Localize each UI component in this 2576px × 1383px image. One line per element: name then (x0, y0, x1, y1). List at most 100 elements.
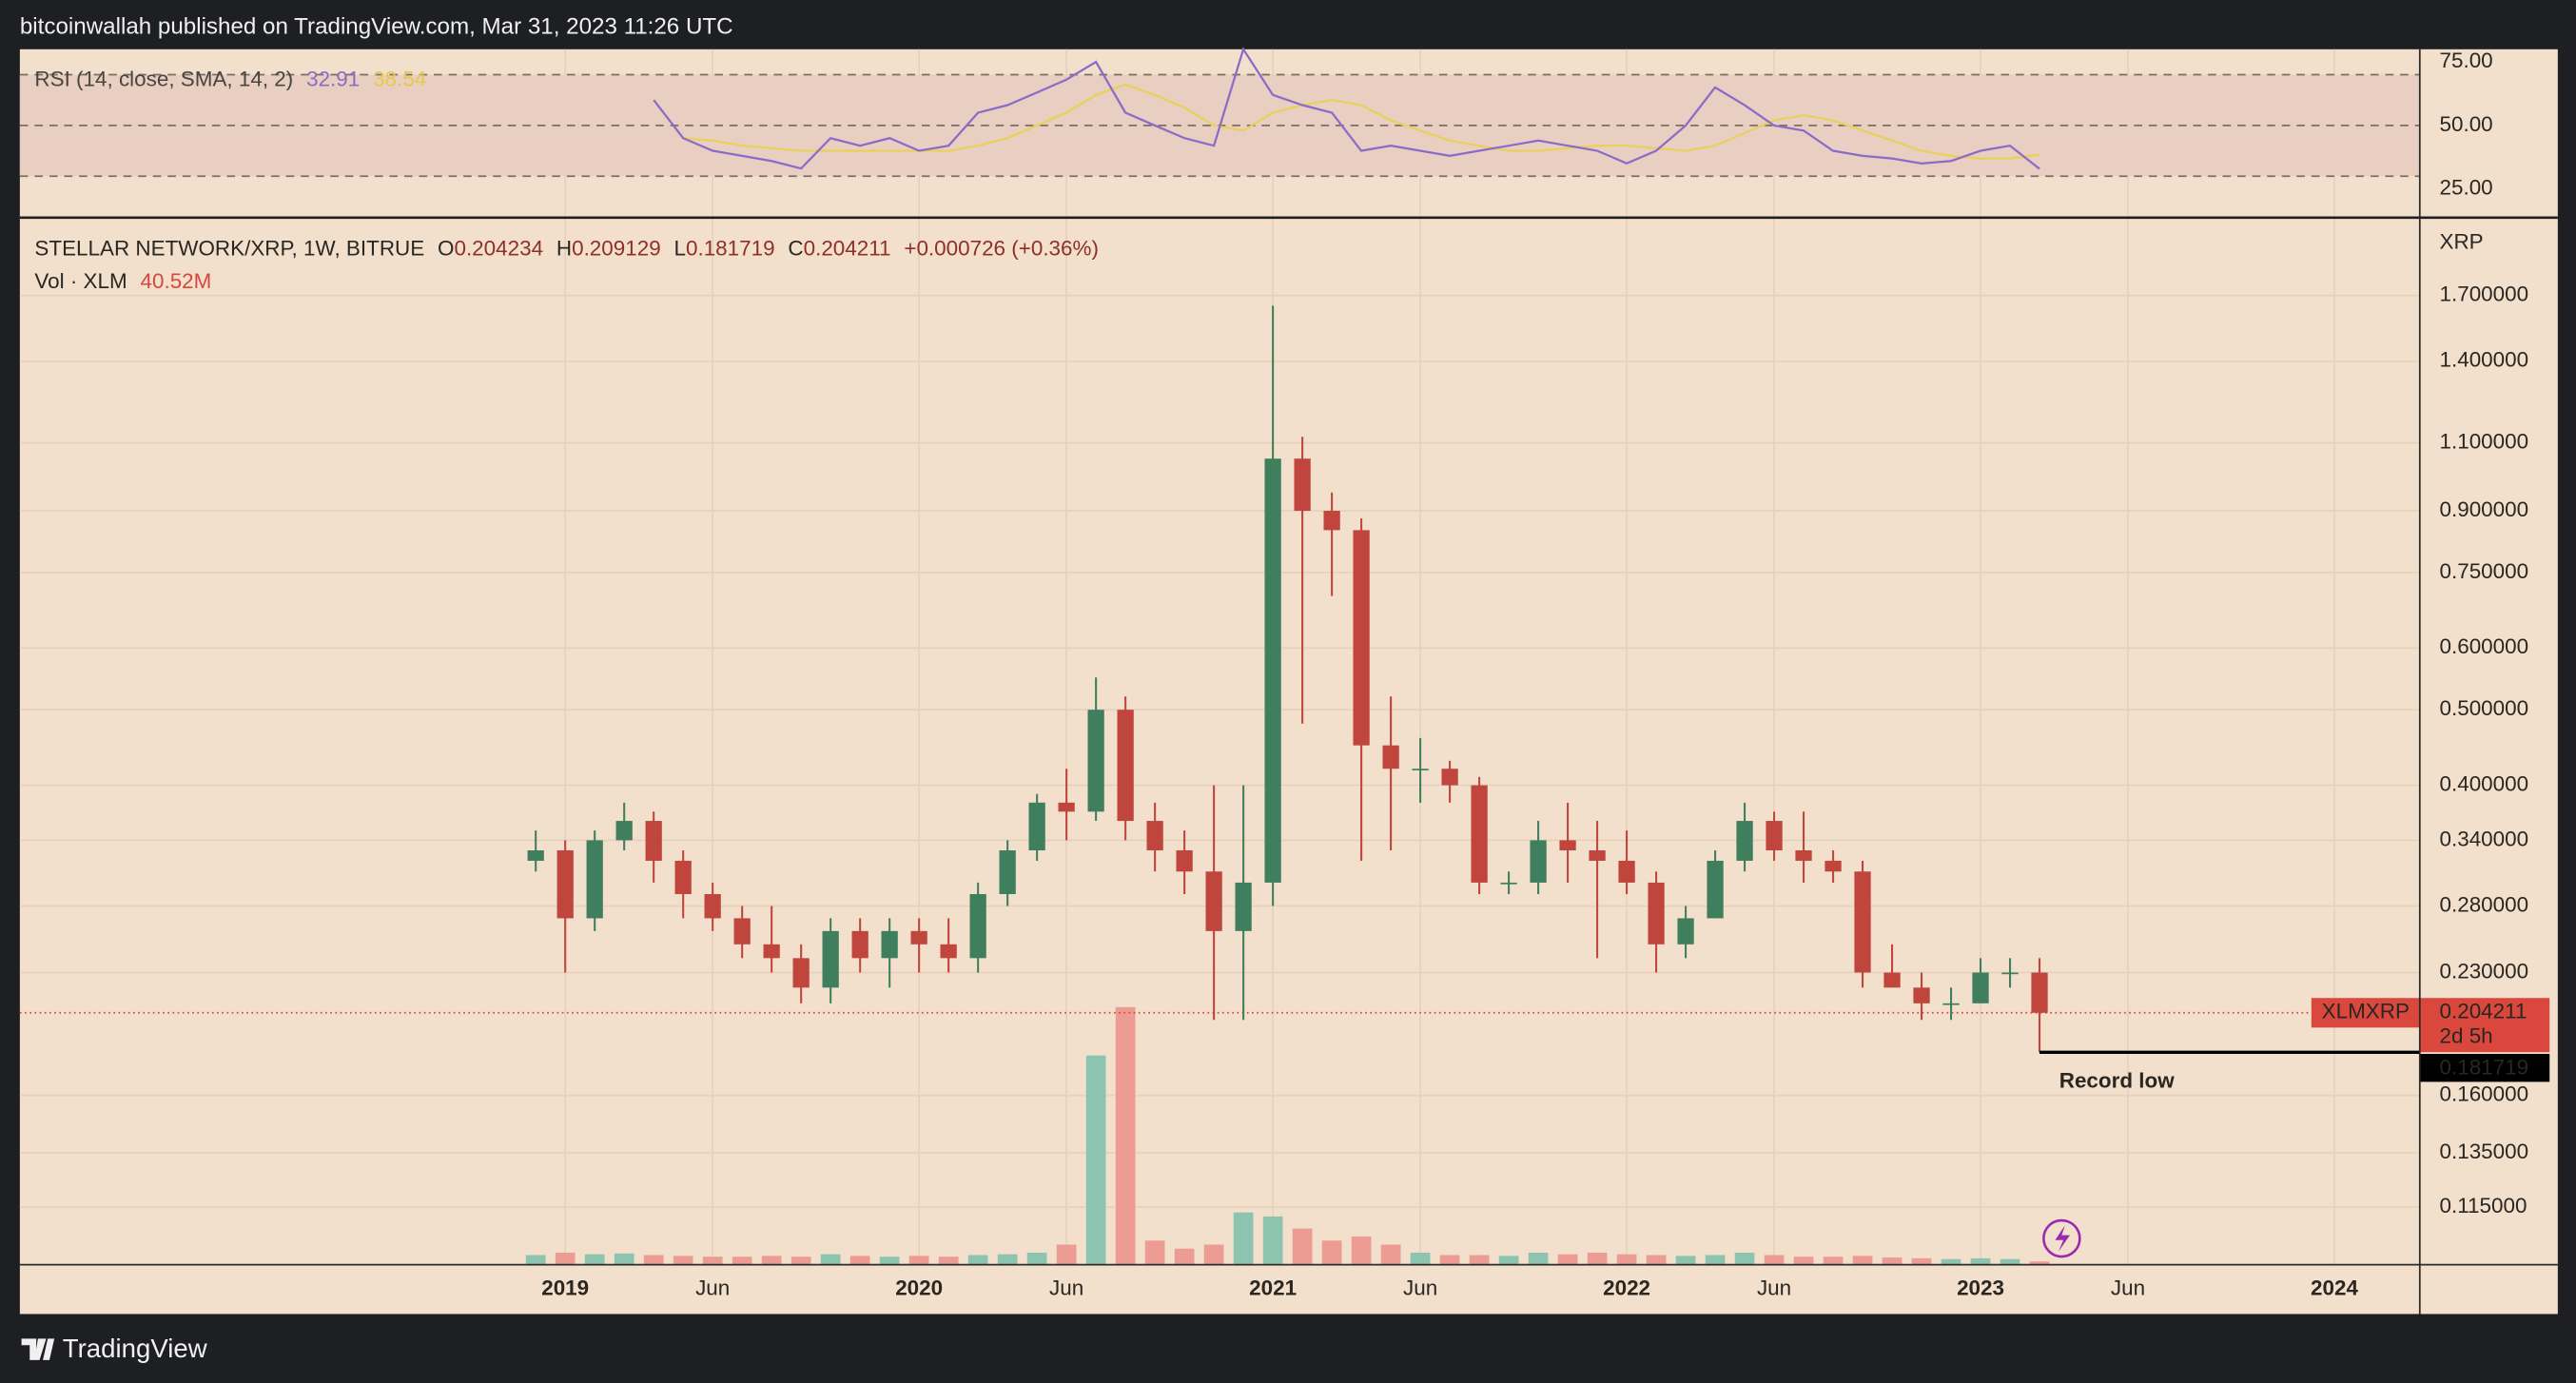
volume-bar (820, 1254, 841, 1265)
candle-body (733, 918, 751, 945)
candle-body (586, 840, 603, 919)
candle-body (1264, 458, 1281, 883)
candle-body (1205, 871, 1222, 931)
volume-bar (584, 1254, 605, 1265)
volume-bar (555, 1252, 576, 1265)
y-tick-label: 1.700000 (2440, 282, 2529, 306)
candle-body (1736, 821, 1753, 861)
y-tick-label: 0.160000 (2440, 1082, 2529, 1106)
y-tick-label: 0.400000 (2440, 771, 2529, 795)
volume-bar (1734, 1252, 1755, 1265)
volume-bar (614, 1253, 634, 1265)
y-tick-label: 0.135000 (2440, 1140, 2529, 1163)
candle-body (1087, 710, 1104, 812)
candle-body (674, 860, 692, 894)
y-tick-label: 1.400000 (2440, 348, 2529, 372)
chart-background (19, 49, 2558, 1315)
candle-body (1883, 972, 1901, 988)
rsi-value: 32.91 (306, 68, 360, 91)
x-tick-label: 2022 (1603, 1276, 1650, 1299)
x-tick-label: Jun (1049, 1276, 1083, 1299)
volume-bar (732, 1256, 752, 1265)
candle-body (1825, 860, 1842, 872)
candle-body (645, 821, 662, 861)
ohlc-value: 0.204234 (454, 236, 543, 260)
candle-body (1854, 871, 1871, 973)
volume-bar (1587, 1252, 1608, 1265)
volume-bar (1911, 1257, 1932, 1265)
rsi-legend: RSI (14, close, SMA, 14, 2) 32.91 38.54 (34, 68, 426, 91)
event-marker[interactable] (2042, 1218, 2081, 1258)
symbol-tag (2311, 998, 2420, 1028)
candle-body (1913, 987, 1930, 1003)
candle-body (1471, 785, 1488, 883)
volume-bar (1528, 1252, 1549, 1265)
symbol-title: STELLAR NETWORK/XRP, 1W, BITRUE (34, 236, 424, 260)
y-tick-label: 0.500000 (2440, 696, 2529, 720)
x-tick-label: 2020 (895, 1276, 943, 1299)
volume-bar (1026, 1252, 1047, 1265)
volume-bar (1203, 1244, 1224, 1265)
volume-bar (1380, 1244, 1401, 1265)
plot-layer: 2019 Jun 2020 Jun 2021 Jun 2022 Jun 2023 Jun 2024 1… (19, 47, 2550, 1299)
volume-bar (2000, 1258, 2020, 1265)
volume-bar (1056, 1244, 1077, 1265)
volume-bar (673, 1256, 693, 1265)
volume-value: 40.52M (141, 269, 212, 293)
candle-body (527, 850, 544, 861)
volume-bar (1882, 1257, 1903, 1265)
candle-body (704, 893, 721, 919)
candle-body (1028, 802, 1045, 851)
rsi-sma-value: 38.54 (373, 68, 426, 91)
candle-body (999, 850, 1016, 894)
candle-body (1766, 821, 1783, 851)
y-tick-label: 50.00 (2440, 112, 2493, 136)
candle-body (1530, 840, 1547, 883)
ohlc-letter: O (438, 236, 454, 260)
volume-bar (1292, 1228, 1313, 1265)
volume-bar (1439, 1255, 1460, 1265)
candle-body (1058, 802, 1075, 812)
volume-name: Vol · XLM (34, 269, 127, 293)
candle-body (1235, 882, 1252, 931)
x-tick-label: 2019 (541, 1276, 589, 1299)
ohlc-value: 0.209129 (572, 236, 661, 260)
event-icon[interactable] (2055, 1225, 2070, 1252)
y-tick-label: 0.750000 (2440, 559, 2529, 583)
volume-bar (761, 1256, 782, 1265)
volume-bar (702, 1256, 723, 1265)
volume-bar (1351, 1237, 1372, 1265)
volume-bar (643, 1255, 664, 1265)
y-tick-label: 0.340000 (2440, 827, 2529, 850)
candle-body (2031, 972, 2048, 1013)
candle-body (556, 850, 574, 919)
rsi-line (683, 83, 2040, 160)
volume-bar (1321, 1240, 1342, 1265)
record-low-tag (2419, 1054, 2550, 1082)
symbol-legend: STELLAR NETWORK/XRP, 1W, BITRUE O0.204234… (34, 236, 1099, 260)
y-tick-label: 75.00 (2440, 49, 2493, 72)
ohlc-letter: H (556, 236, 572, 260)
volume-legend: Vol · XLM 40.52M (34, 269, 211, 293)
volume-bar (1410, 1252, 1431, 1265)
candle-body (940, 944, 957, 959)
volume-bar (908, 1256, 929, 1265)
volume-bar (1970, 1257, 1991, 1265)
candle-body (1707, 860, 1724, 919)
footer-logo: TradingView (21, 1334, 207, 1363)
y-tick-label: 1.100000 (2440, 430, 2529, 454)
candle-body (1795, 850, 1812, 861)
volume-bar (997, 1254, 1018, 1265)
x-tick-label: Jun (695, 1276, 730, 1299)
record-low-annotation: Record low (2059, 1068, 2175, 1092)
y-tick-label: 0.280000 (2440, 892, 2529, 916)
candle-body (1677, 918, 1694, 945)
ohlc-value: 0.204211 (804, 236, 891, 260)
candle-body (1412, 769, 1429, 770)
candle-body (2001, 972, 2019, 975)
symbol-tag-text: XLMXRP (2322, 1000, 2410, 1023)
volume-bar (879, 1256, 900, 1265)
candle-body (1176, 850, 1193, 872)
logo-mark (21, 1338, 55, 1360)
